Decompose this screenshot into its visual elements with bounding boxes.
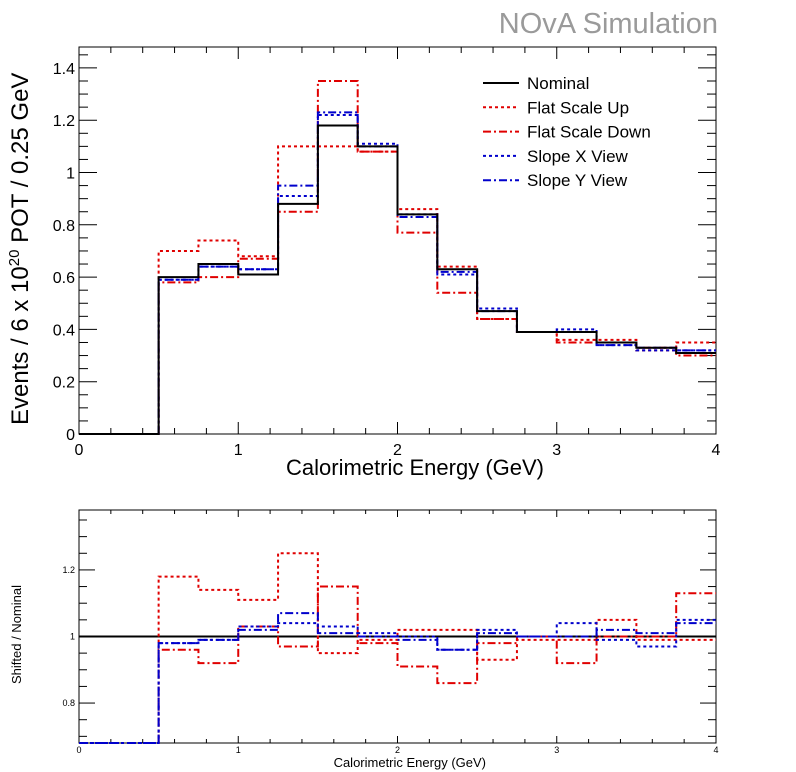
ratio-x-axis-label: Calorimetric Energy (GeV): [334, 755, 486, 770]
legend-label: Slope Y View: [527, 171, 628, 190]
ratio-series-slope-x-view: [79, 618, 716, 744]
x-tick-label: 4: [712, 442, 721, 459]
ratio-y-axis-label: Shifted / Nominal: [9, 585, 24, 684]
y-tick-label: 1.4: [53, 61, 75, 78]
main-x-axis-label: Calorimetric Energy (GeV): [286, 455, 544, 480]
legend-label: Flat Scale Up: [527, 98, 629, 117]
legend-label: Flat Scale Down: [527, 123, 651, 142]
legend-label: Nominal: [527, 74, 589, 93]
x-tick-label: 2: [393, 442, 402, 459]
x-tick-label: 0: [76, 745, 81, 755]
y-tick-label: 0.8: [53, 218, 75, 235]
y-tick-label: 0.2: [53, 375, 75, 392]
main-series-group: [79, 79, 716, 435]
ratio-plot-frame: [78, 509, 717, 744]
x-tick-label: 0: [75, 442, 84, 459]
y-tick-label: 0.6: [53, 270, 75, 287]
x-tick-label: 1: [236, 745, 241, 755]
y-tick-label: 1: [70, 631, 75, 641]
x-tick-label: 2: [395, 745, 400, 755]
ratio-series-flat-scale-down: [79, 585, 716, 744]
ratio-axis-ticks: 0 1 2 3 4 0.8 1 1.2: [62, 510, 719, 755]
y-tick-label: 1.2: [53, 113, 75, 130]
ratio-series-group: [79, 552, 716, 744]
y-tick-label: 0.8: [62, 698, 75, 708]
x-tick-label: 1: [234, 442, 243, 459]
ratio-series-slope-y-view: [79, 612, 716, 744]
legend-label: Slope X View: [527, 147, 629, 166]
x-tick-label: 3: [552, 442, 561, 459]
y-tick-label: 0.4: [53, 322, 75, 339]
main-y-axis-label: Events / 6 x 1020 POT / 0.25 GeV: [6, 73, 34, 425]
x-tick-label: 4: [713, 745, 718, 755]
y-tick-label: 1.2: [62, 565, 75, 575]
y-tick-label: 0: [66, 427, 75, 444]
main-panel: 0 1 2 3 4 0 0.2 0.4 0.6 0.8 1 1.2 1.4 Events / 6 x 1…: [6, 46, 721, 480]
ratio-panel: 0 1 2 3 4 0.8 1 1.2 Shifted / Nominal Calorimet…: [9, 509, 719, 770]
series-nominal: [79, 124, 716, 435]
chart-title: NOvA Simulation: [498, 8, 718, 40]
legend: Nominal Flat Scale Up Flat Scale Down Slope…: [483, 74, 651, 190]
x-tick-label: 3: [554, 745, 559, 755]
y-tick-label: 1: [66, 166, 75, 183]
main-axis-ticks: 0 1 2 3 4 0 0.2 0.4 0.6 0.8 1 1.2 1.4: [53, 47, 721, 459]
